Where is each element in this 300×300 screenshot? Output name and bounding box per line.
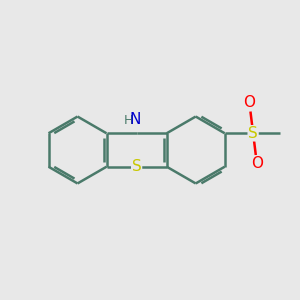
Text: S: S: [248, 126, 258, 141]
Text: N: N: [130, 112, 141, 128]
Text: S: S: [132, 159, 142, 174]
Text: O: O: [251, 156, 263, 171]
Text: H: H: [124, 114, 134, 128]
Text: O: O: [243, 95, 255, 110]
